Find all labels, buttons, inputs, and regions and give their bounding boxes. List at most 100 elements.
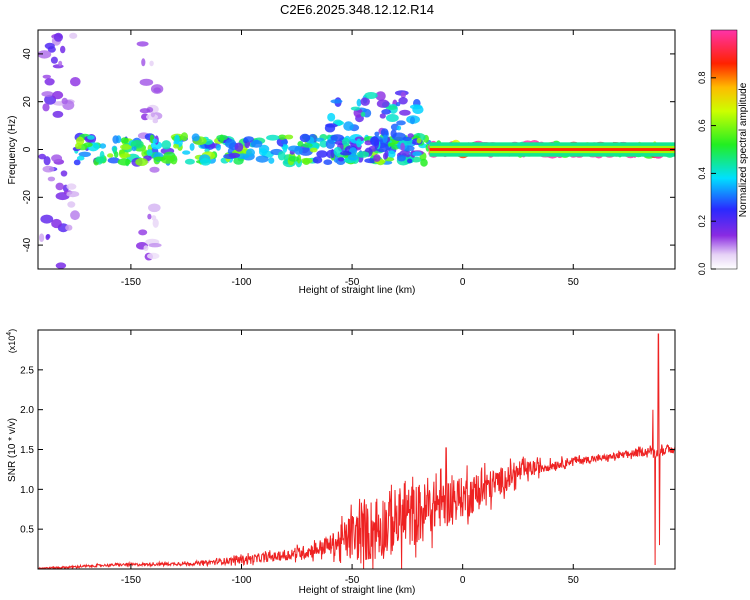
spectrogram-cell [233,157,244,165]
spectrogram-cell [299,133,311,143]
spectrogram-cell [383,152,388,160]
spectrogram-cell [51,218,62,229]
spectrogram-cell [324,123,336,133]
spectrogram-cell [334,120,344,126]
spectrogram-cell [150,112,155,118]
spectrogram-cell [99,143,107,149]
spectrogram-cell [294,145,303,155]
spectrogram-axes: -150 -100 -50 0 50 -40 -20 0 20 40 [22,30,675,288]
spectrogram-cell [396,120,406,126]
spectrogram-y-label: Frequency (Hz) [7,116,18,185]
spectrogram-cell [55,262,67,269]
spectrogram-cell [42,103,50,112]
spectrogram-cell [143,245,149,252]
spectrogram-cell [340,151,352,156]
colorbar-gradient [710,29,738,270]
spectrogram-cell [191,133,200,142]
spectrogram-cell [199,158,212,166]
snr-panel: -150 -100 -50 0 50 0.5 1.0 1.5 2.0 2.5 Height of … [6,329,676,596]
spectrogram-cell [250,140,263,148]
spectrogram-cell [180,132,188,142]
spectrogram-cell [325,139,335,150]
spectrogram-cell [153,87,162,93]
snr-x-label: Height of straight line (km) [299,585,416,596]
spectrogram-cell [382,134,388,143]
spectrogram-cell [312,156,323,164]
spectrogram-cell [266,134,280,141]
spectrogram-cell [189,143,195,151]
snr-x-tick-label: 0 [460,575,466,586]
spectrogram-cell [119,153,131,158]
spectrogram-cell [302,143,313,148]
spectrogram-cell [302,158,311,165]
spectrogram-cell [364,140,372,146]
spectrogram-cell [228,152,241,158]
snr-y-tick-label: 1.0 [20,485,34,496]
spectrogram-cell [375,91,386,101]
colorbar-tick-label: 0.4 [697,167,707,180]
spectrogram-y-tick-label: 20 [22,96,33,108]
spectrogram-cell [385,105,398,110]
spectrogram-cell [66,183,77,190]
spectrogram-cell [420,158,428,167]
spectrogram-cell [386,114,399,122]
spectrogram-cell [364,92,378,99]
spectrogram-y-tick-label: 40 [22,48,33,60]
spectrogram-cell [170,154,178,165]
spectrogram-cell [297,141,304,147]
spectrogram-x-tick-label: 0 [460,277,466,288]
spectrogram-cell [76,136,85,146]
spectrogram-cell [147,213,152,220]
spectrogram-cell [151,215,157,221]
spectrogram-cell [412,105,424,114]
spectrogram-cell [373,154,381,162]
spectrogram-cell [360,111,366,117]
snr-y-tick-label: 2.0 [20,405,34,416]
spectrogram-cell [73,159,81,166]
spectrogram-x-tick-label: -100 [231,277,251,288]
spectrogram-cell [69,32,78,39]
spectrogram-cell [65,224,73,231]
spectrogram-cell [44,42,55,50]
snr-multiplier-base: (x10 [7,336,17,354]
spectrogram-x-tick-label: -50 [345,277,360,288]
spectrogram-cell [333,146,342,156]
spectrogram-cell [281,139,288,145]
spectrogram-cell [174,134,180,145]
spectrogram-cell [327,112,336,122]
spectrogram-cell [323,159,333,165]
spectrogram-panel: -150 -100 -50 0 50 -40 -20 0 20 40 Height of stra… [7,29,676,296]
snr-y-tick-label: 2.5 [20,365,34,376]
spectrogram-cell [376,99,390,108]
spectrogram-y-tick-label: -40 [22,237,33,252]
spectrogram-cell [131,146,137,152]
spectrogram-cell [416,137,422,144]
spectrogram-cell [38,153,46,160]
spectrogram-cell [410,116,415,125]
spectrogram-cell [139,108,151,114]
spectrogram-cell [83,142,93,148]
spectrogram-cell [136,41,149,47]
spectrogram-x-label: Height of straight line (km) [299,285,416,296]
spectrogram-cell [41,91,54,97]
spectrogram-y-tick-label: 0 [22,146,33,152]
spectrogram-cell [173,143,179,149]
spectrogram-cell [44,78,55,86]
spectrogram-cell [95,156,107,163]
snr-x-tick-label: -100 [231,575,251,586]
spectrogram-cell [52,110,64,118]
spectrogram-x-tick-label: -150 [121,277,141,288]
colorbar-tick-label: 0.2 [697,215,707,228]
spectrogram-cell [337,157,345,162]
spectrogram-cell [120,137,129,144]
spectrogram-cell [150,141,163,150]
spectrogram-cell [316,150,328,158]
spectrogram-cell [330,99,343,104]
spectrogram-cell [246,148,255,157]
snr-y-tick-label: 0.5 [20,525,34,536]
spectrogram-marks [38,32,675,269]
snr-multiplier-exponent: 4 [6,332,13,336]
snr-axes: -150 -100 -50 0 50 0.5 1.0 1.5 2.0 2.5 [20,330,675,586]
spectrogram-ridge-core [429,148,675,151]
spectrogram-cell [76,155,85,161]
